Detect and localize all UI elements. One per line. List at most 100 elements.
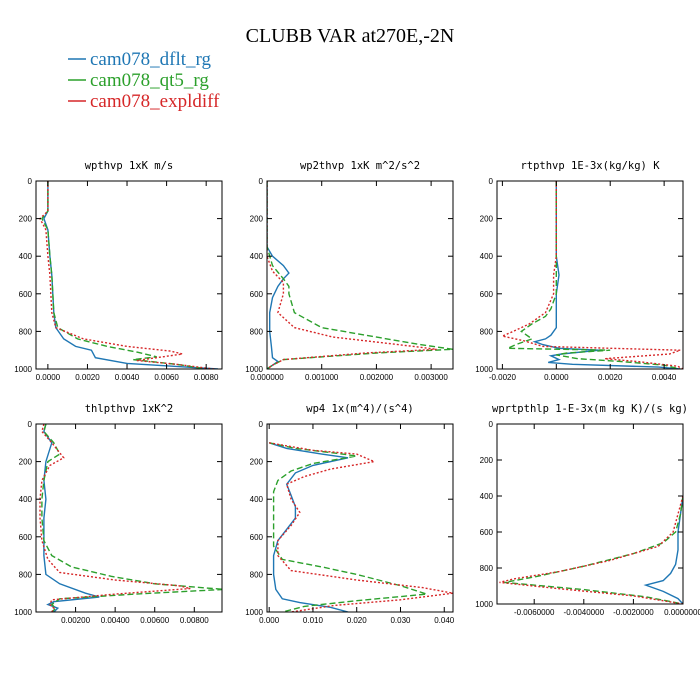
legend-entry-dflt: cam078_dflt_rg	[68, 49, 212, 70]
series-line-cam078_qt5_rg	[41, 181, 207, 369]
y-tick-label: 800	[480, 564, 494, 573]
y-tick-label: 400	[250, 495, 264, 504]
x-tick-label: 0.010	[303, 616, 324, 625]
panel-title: wpthvp 1xK m/s	[85, 160, 174, 172]
y-tick-label: 0	[259, 177, 264, 186]
x-tick-label: -0.0020000	[613, 608, 654, 617]
y-tick-label: 800	[250, 327, 264, 336]
series-group	[268, 442, 453, 612]
plot-frame	[35, 180, 223, 370]
series-line-cam078_expldiff	[500, 181, 683, 369]
y-tick-label: 200	[250, 458, 264, 467]
series-line-cam078_qt5_rg	[41, 424, 222, 612]
series-group	[499, 495, 683, 604]
series-line-cam078_expldiff	[39, 181, 215, 369]
panel-title: rtpthvp 1E-3x(kg/kg) K	[520, 160, 660, 172]
y-tick-label: 600	[480, 290, 494, 299]
y-tick-label: 600	[250, 290, 264, 299]
y-tick-label: 600	[480, 528, 494, 537]
series-group	[500, 181, 683, 369]
x-tick-label: 0.002000	[360, 373, 394, 382]
y-tick-label: 400	[250, 252, 264, 261]
panel-title: wp2thvp 1xK m^2/s^2	[300, 160, 420, 172]
y-tick-label: 600	[250, 533, 264, 542]
y-tick-label: 600	[19, 290, 33, 299]
y-tick-label: 1000	[14, 608, 32, 617]
legend-label-qt5: cam078_qt5_rg	[90, 70, 209, 91]
series-line-cam078_dflt_rg	[43, 181, 219, 369]
legend-entry-qt5: cam078_qt5_rg	[68, 70, 209, 91]
x-tick-label: 0.001000	[305, 373, 339, 382]
y-tick-label: 800	[19, 570, 33, 579]
panel-1: wpthvp 1xK m/s 0 200 400 600 800 1000 0.0000 0.0…	[14, 160, 223, 382]
x-tick-label: 0.0020	[75, 373, 100, 382]
x-tick-label: 0.0000000	[664, 608, 700, 617]
series-line-cam078_expldiff	[499, 495, 683, 604]
series-line-cam078_qt5_rg	[507, 181, 681, 369]
y-tick-label: 1000	[245, 608, 263, 617]
y-tick-label: 0	[28, 177, 33, 186]
legend-entry-expldiff: cam078_expldiff	[68, 91, 220, 112]
x-tick-label: 0.00600	[140, 616, 169, 625]
y-tick-label: 1000	[245, 365, 263, 374]
legend: cam078_dflt_rg cam078_qt5_rg cam078_expl…	[68, 49, 220, 112]
series-line-cam078_qt5_rg	[269, 442, 427, 612]
y-tick-label: 200	[19, 458, 33, 467]
panel-2: wp2thvp 1xK m^2/s^2020040060080010000.00…	[245, 160, 454, 382]
y-tick-label: 1000	[14, 365, 32, 374]
figure-title: CLUBB VAR at270E,-2N	[246, 25, 455, 47]
legend-label-expldiff: cam078_expldiff	[90, 91, 220, 112]
y-tick-label: 800	[480, 327, 494, 336]
x-tick-label: 0.040	[434, 616, 455, 625]
x-tick-label: 0.0040	[652, 373, 677, 382]
x-tick-label: 0.003000	[414, 373, 448, 382]
y-tick-label: 400	[480, 252, 494, 261]
plot-frame	[496, 423, 684, 605]
x-tick-label: -0.0020	[489, 373, 517, 382]
x-tick-label: 0.0000	[544, 373, 569, 382]
y-tick-label: 200	[480, 215, 494, 224]
x-tick-label: 0.0020	[598, 373, 623, 382]
plot-frame	[266, 180, 454, 370]
panel-title: thlpthvp 1xK^2	[85, 403, 174, 415]
y-tick-label: 800	[250, 570, 264, 579]
x-tick-label: 0.00200	[61, 616, 90, 625]
x-tick-label: 0.0000	[36, 373, 61, 382]
panel-4: thlpthvp 1xK^2 0 200 400 600 800 1000 0.00200 0.…	[14, 403, 223, 625]
series-group	[39, 424, 222, 612]
y-tick-label: 1000	[475, 600, 493, 609]
y-tick-label: 0	[489, 177, 494, 186]
y-tick-label: 200	[250, 215, 264, 224]
x-tick-label: -0.0060000	[514, 608, 555, 617]
x-tick-label: 0.00400	[101, 616, 130, 625]
panel-title: wprtpthlp 1-E-3x(m kg K)/(s kg)	[492, 403, 688, 415]
series-line-cam078_dflt_rg	[267, 181, 290, 369]
series-line-cam078_expldiff	[267, 181, 437, 369]
x-tick-label: 0.0060	[154, 373, 179, 382]
plot-frame	[35, 423, 223, 613]
y-tick-label: 400	[19, 495, 33, 504]
y-tick-label: 200	[480, 456, 494, 465]
legend-label-dflt: cam078_dflt_rg	[90, 49, 212, 70]
y-tick-label: 1000	[475, 365, 493, 374]
series-group	[39, 181, 219, 369]
x-tick-label: 0.000	[259, 616, 280, 625]
x-tick-label: -0.0040000	[564, 608, 605, 617]
x-tick-label: 0.000000	[250, 373, 284, 382]
panel-title: wp4 1x(m^4)/(s^4)	[306, 403, 413, 415]
series-line-cam078_qt5_rg	[504, 495, 683, 604]
y-tick-label: 600	[19, 533, 33, 542]
plot-frame	[496, 180, 684, 370]
y-tick-label: 200	[19, 215, 33, 224]
series-line-cam078_expldiff	[39, 424, 191, 612]
x-tick-label: 0.00800	[180, 616, 209, 625]
x-tick-label: 0.0080	[194, 373, 219, 382]
series-line-cam078_dflt_rg	[643, 495, 683, 604]
x-tick-label: 0.030	[390, 616, 411, 625]
y-tick-label: 0	[489, 420, 494, 429]
y-tick-label: 400	[480, 492, 494, 501]
panel-3: rtpthvp 1E-3x(kg/kg) K 0 200 400 600 800 1000-…	[475, 160, 684, 382]
